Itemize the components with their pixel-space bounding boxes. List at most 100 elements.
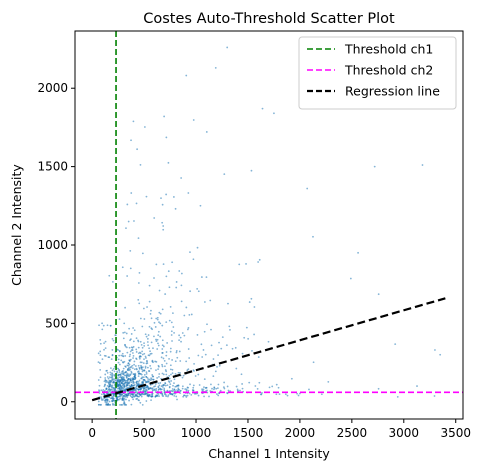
scatter-point xyxy=(158,373,161,375)
scatter-point xyxy=(119,395,122,398)
scatter-point xyxy=(167,380,170,382)
scatter-point xyxy=(126,351,129,354)
scatter-point xyxy=(349,277,352,280)
scatter-point xyxy=(176,398,178,401)
scatter-point xyxy=(182,374,185,377)
scatter-point xyxy=(161,392,164,395)
scatter-point xyxy=(175,349,178,352)
scatter-point xyxy=(124,396,126,398)
scatter-point xyxy=(142,376,145,379)
scatter-point xyxy=(261,107,264,110)
scatter-point xyxy=(141,350,144,353)
scatter-point xyxy=(192,119,195,121)
scatter-point xyxy=(108,403,111,406)
scatter-point xyxy=(153,217,156,219)
scatter-point xyxy=(142,386,145,389)
legend-box xyxy=(298,36,457,110)
scatter-point xyxy=(98,389,100,391)
scatter-point xyxy=(239,389,241,392)
scatter-point xyxy=(117,380,120,383)
scatter-point xyxy=(143,342,145,345)
scatter-point xyxy=(187,368,190,371)
scatter-point xyxy=(213,386,216,389)
scatter-point xyxy=(155,389,157,392)
scatter-point xyxy=(160,388,163,391)
scatter-point xyxy=(248,381,251,384)
scatter-point xyxy=(145,392,148,395)
scatter-point xyxy=(148,370,150,372)
scatter-point xyxy=(116,387,119,390)
scatter-point xyxy=(122,331,125,334)
scatter-point xyxy=(261,392,263,394)
scatter-point xyxy=(117,374,119,377)
scatter-point xyxy=(312,235,314,238)
scatter-point xyxy=(143,379,146,381)
scatter-point xyxy=(114,389,116,392)
scatter-point xyxy=(148,300,151,303)
scatter-point xyxy=(119,393,121,395)
scatter-point xyxy=(136,388,139,391)
scatter-point xyxy=(164,369,167,371)
scatter-point xyxy=(129,373,132,376)
scatter-point xyxy=(163,115,166,118)
scatter-point xyxy=(154,383,157,385)
scatter-point xyxy=(192,258,195,261)
scatter-point xyxy=(243,336,246,339)
scatter-point xyxy=(297,394,300,397)
scatter-point xyxy=(275,383,278,386)
scatter-point xyxy=(98,392,101,394)
scatter-point xyxy=(189,290,192,293)
scatter-point xyxy=(113,384,116,386)
scatter-point xyxy=(209,299,212,302)
scatter-point xyxy=(162,228,165,231)
scatter-point xyxy=(162,345,165,348)
scatter-point xyxy=(253,306,256,308)
scatter-point xyxy=(439,353,442,356)
scatter-point xyxy=(189,251,191,254)
scatter-point xyxy=(277,386,280,389)
scatter-point xyxy=(124,390,127,392)
scatter-point xyxy=(133,376,136,378)
scatter-point xyxy=(158,311,161,314)
scatter-point xyxy=(109,373,112,376)
scatter-point xyxy=(109,371,112,374)
scatter-point xyxy=(133,395,136,398)
x-tick-label: 0 xyxy=(88,426,96,440)
scatter-point xyxy=(217,354,219,357)
scatter-point xyxy=(156,316,159,319)
scatter-point xyxy=(110,397,113,399)
scatter-point xyxy=(203,395,205,398)
scatter-point xyxy=(137,399,140,401)
scatter-point xyxy=(140,361,143,364)
scatter-point xyxy=(113,400,116,402)
scatter-point xyxy=(135,385,138,388)
scatter-point xyxy=(217,394,220,397)
scatter-point xyxy=(140,377,143,380)
scatter-point xyxy=(137,373,140,375)
scatter-point xyxy=(170,392,173,395)
scatter-point xyxy=(200,343,203,346)
scatter-point xyxy=(145,372,148,375)
scatter-point xyxy=(155,387,158,390)
scatter-point xyxy=(98,324,100,327)
scatter-point xyxy=(118,386,121,389)
scatter-point xyxy=(131,367,134,370)
scatter-point xyxy=(128,381,131,384)
scatter-point xyxy=(143,126,146,128)
scatter-point xyxy=(128,346,131,349)
scatter-point xyxy=(212,375,215,378)
scatter-point xyxy=(141,353,144,356)
scatter-point xyxy=(208,395,210,398)
scatter-point xyxy=(151,394,153,396)
scatter-point xyxy=(173,331,175,334)
scatter-point xyxy=(109,376,111,379)
scatter-point xyxy=(226,385,229,388)
scatter-point xyxy=(172,384,174,387)
scatter-point xyxy=(135,381,138,383)
scatter-point xyxy=(181,376,184,379)
scatter-point xyxy=(120,381,123,384)
scatter-point xyxy=(148,284,151,287)
scatter-point xyxy=(184,388,187,390)
scatter-point xyxy=(125,227,127,230)
scatter-point xyxy=(235,367,238,370)
